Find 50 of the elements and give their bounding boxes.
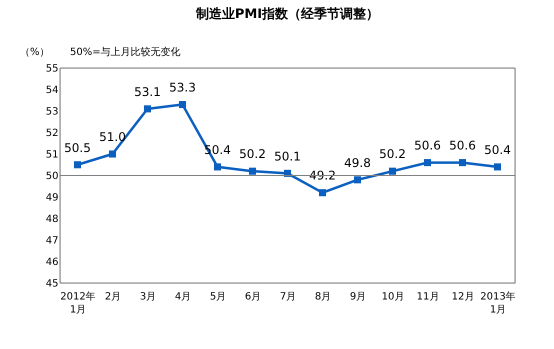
- y-tick-label: 51: [46, 150, 58, 160]
- point: [248, 168, 256, 175]
- y-tick-label: 54: [46, 85, 58, 96]
- x-tick-label: 11月: [416, 292, 440, 302]
- y-axis-title: （%）: [20, 47, 50, 58]
- text: 49.8: [344, 156, 371, 170]
- text: 53.3: [169, 80, 196, 95]
- y-tick-label: 48: [46, 214, 58, 225]
- x-tick-label: 3月: [140, 292, 156, 302]
- x-tick-label: 5月: [210, 292, 226, 302]
- x-tick-label: 10月: [382, 292, 404, 302]
- point: [214, 163, 222, 170]
- point: [494, 163, 502, 170]
- point: [108, 150, 116, 158]
- y-tick-label: 55: [46, 64, 58, 74]
- x-tick-label: 9月: [350, 292, 366, 302]
- x-tick-label: 7月: [280, 292, 296, 302]
- point: [354, 176, 362, 184]
- text: 50.5: [64, 140, 91, 155]
- x-tick-label: 8月: [314, 292, 332, 302]
- point: [388, 168, 396, 175]
- text: 50.6: [414, 138, 441, 153]
- x-tick-label: 2月: [104, 292, 122, 302]
- x-tick-label: 12月: [452, 292, 474, 302]
- text: 50%=与上月比较无变化: [70, 46, 181, 58]
- y-tick-label: 47: [46, 236, 58, 246]
- text: 50.2: [379, 147, 406, 162]
- y-tick-label: 49: [46, 192, 58, 204]
- text: 50.1: [274, 149, 301, 164]
- point: [424, 159, 432, 166]
- point: [178, 101, 186, 108]
- x-tick-label: 4月: [174, 292, 192, 302]
- point: [144, 105, 152, 112]
- x-tick-label: 2012年 1月: [60, 290, 96, 316]
- y-tick-label: 52: [46, 128, 58, 139]
- point: [318, 189, 326, 196]
- y-tick-label: 50: [46, 171, 58, 182]
- text: 50.6: [449, 138, 476, 153]
- text: 50.2: [239, 147, 266, 162]
- chart-title: 制造业PMI指数（经季节调整）: [194, 6, 380, 22]
- y-tick-label: 46: [46, 257, 58, 268]
- x-tick-label: 6月: [244, 292, 262, 302]
- point: [458, 159, 466, 166]
- text: 53.1: [134, 84, 161, 99]
- y-tick-label: 45: [46, 278, 58, 290]
- y-tick-label: 53: [46, 106, 58, 118]
- text: 50.4: [484, 142, 511, 157]
- x-tick-label: 2013年 1月: [480, 290, 516, 316]
- text: 51.0: [99, 130, 126, 144]
- point: [74, 161, 82, 168]
